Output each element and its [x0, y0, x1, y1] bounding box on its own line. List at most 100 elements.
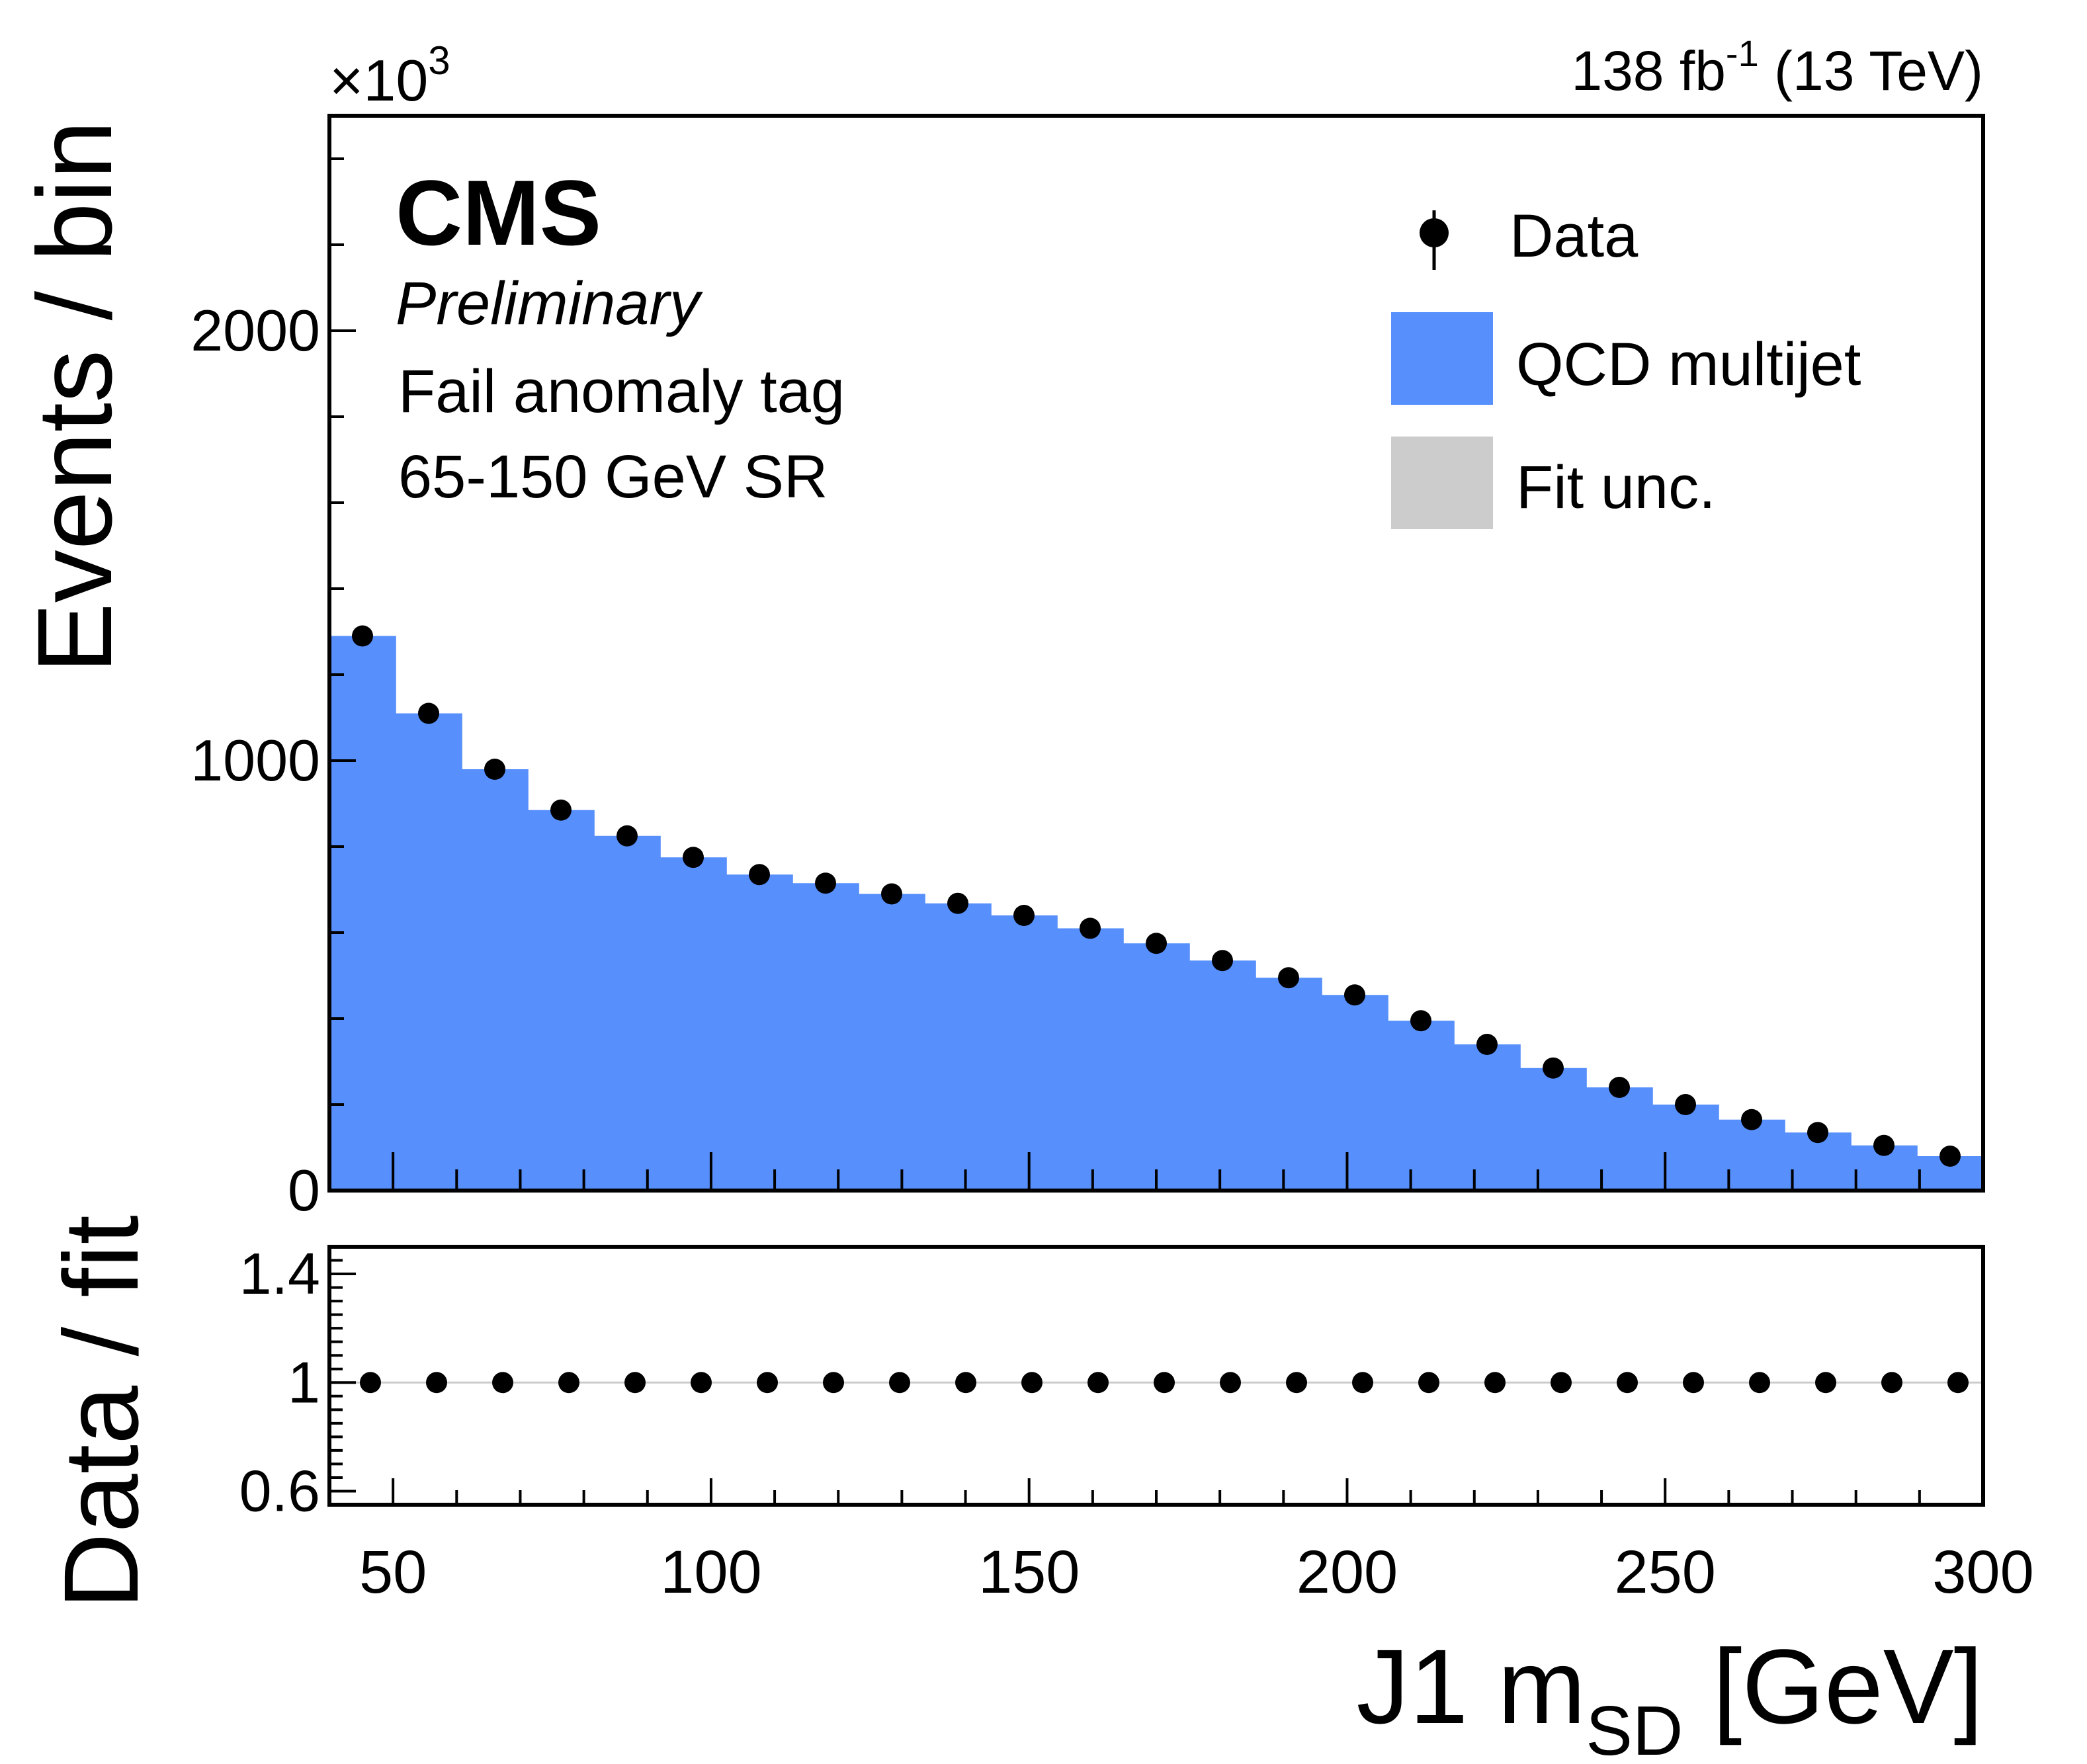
data-point: [1873, 1134, 1895, 1156]
qcd-bar: [1388, 1021, 1455, 1191]
ratio-point: [1087, 1372, 1109, 1394]
data-point: [1675, 1094, 1696, 1115]
qcd-bar: [1454, 1044, 1521, 1191]
y-exponent-label: ×103: [329, 38, 450, 113]
data-point: [683, 847, 704, 868]
data-point: [617, 825, 638, 847]
x-axis-title: J1 mSD [GeV]: [1357, 1627, 1984, 1764]
data-point: [1013, 905, 1035, 926]
data-point: [749, 864, 770, 886]
data-point: [1543, 1057, 1564, 1079]
selection-label: Fail anomaly tag: [398, 358, 845, 425]
qcd-bar: [859, 894, 925, 1191]
x-tick-label: 200: [1297, 1538, 1398, 1606]
data-point: [881, 883, 902, 905]
main-axes: 0 1000 2000: [191, 157, 1984, 1223]
legend-qcd-label: QCD multijet: [1516, 331, 1861, 398]
qcd-bar: [1189, 960, 1256, 1191]
ratio-point: [1683, 1372, 1704, 1394]
ratio-point: [757, 1372, 778, 1394]
y-axis-title-main: Events / bin: [15, 120, 134, 673]
data-point: [550, 799, 572, 821]
ratio-point: [1617, 1372, 1638, 1394]
data-point: [1146, 933, 1167, 954]
qcd-bar: [1057, 928, 1124, 1191]
qcd-bar: [726, 874, 793, 1191]
x-tick-label: 300: [1932, 1538, 2034, 1606]
ratio-point: [889, 1372, 910, 1394]
qcd-bar: [462, 769, 529, 1191]
qcd-bar: [594, 835, 661, 1191]
qcd-bar: [1256, 978, 1322, 1191]
data-point: [1741, 1109, 1762, 1130]
y-tick-label: 2000: [191, 298, 320, 363]
ratio-point: [1220, 1372, 1241, 1394]
ratio-point: [426, 1372, 447, 1394]
experiment-label: CMS: [396, 161, 601, 265]
ratio-point: [1286, 1372, 1307, 1394]
data-point: [1212, 950, 1233, 972]
ratio-point: [558, 1372, 579, 1394]
y-tick-label: 0: [288, 1157, 320, 1223]
data-point: [815, 872, 836, 894]
ratio-point: [1484, 1372, 1506, 1394]
ratio-panel: 0.6 1 1.4 50 100 150 200 250 300: [239, 1241, 2034, 1606]
data-point: [947, 892, 968, 914]
qcd-bar: [528, 810, 595, 1191]
legend-qcd-swatch: [1391, 312, 1493, 405]
data-point: [418, 702, 439, 724]
data-point: [1344, 984, 1365, 1006]
qcd-bar: [991, 915, 1058, 1191]
qcd-bar: [1123, 943, 1190, 1191]
data-point: [352, 625, 373, 647]
ratio-y-tick-label: 1.4: [239, 1241, 320, 1306]
ratio-point: [955, 1372, 976, 1394]
qcd-bar: [660, 857, 727, 1191]
main-panel: 0 1000 2000: [191, 114, 1985, 1223]
qcd-bar: [792, 883, 859, 1191]
ratio-point: [1418, 1372, 1439, 1394]
x-tick-label: 100: [660, 1538, 762, 1606]
y-tick-label: 1000: [191, 728, 320, 793]
ratio-y-tick-label: 1: [288, 1349, 320, 1415]
legend-unc-swatch: [1391, 437, 1493, 529]
region-label: 65-150 GeV SR: [398, 443, 828, 511]
ratio-point: [1947, 1372, 1969, 1394]
data-points: [352, 625, 1961, 1167]
legend: Data QCD multijet Fit unc.: [1391, 202, 1861, 529]
data-point: [1410, 1010, 1431, 1032]
ratio-point: [624, 1372, 646, 1394]
ratio-point: [1749, 1372, 1770, 1394]
ratio-point: [1352, 1372, 1373, 1394]
qcd-bar: [1652, 1105, 1719, 1191]
data-point: [1476, 1034, 1498, 1055]
y-axis-title-ratio: Data / fit: [42, 1215, 160, 1609]
data-point: [484, 759, 505, 780]
ratio-point: [360, 1372, 381, 1394]
ratio-point: [691, 1372, 712, 1394]
ratio-point: [1881, 1372, 1902, 1394]
ratio-points: [360, 1372, 1969, 1394]
data-point: [1609, 1077, 1630, 1098]
ratio-point: [1154, 1372, 1175, 1394]
luminosity-label: 138 fb-1 (13 TeV): [1571, 32, 1983, 102]
main-frame: [327, 114, 1985, 1193]
qcd-bar: [1322, 995, 1388, 1191]
data-point: [1939, 1146, 1961, 1167]
x-tick-label: 150: [978, 1538, 1080, 1606]
x-tick-label: 250: [1614, 1538, 1716, 1606]
data-point: [1278, 967, 1299, 989]
ratio-point: [1021, 1372, 1043, 1394]
qcd-bar: [329, 636, 396, 1191]
ratio-point: [492, 1372, 513, 1394]
ratio-point: [1815, 1372, 1836, 1394]
ratio-point: [823, 1372, 844, 1394]
ratio-y-tick-label: 0.6: [239, 1458, 320, 1523]
data-point: [1080, 917, 1101, 939]
ratio-axes: 0.6 1 1.4 50 100 150 200 250 300: [239, 1241, 2034, 1606]
legend-data-label: Data: [1510, 202, 1639, 270]
ratio-point: [1551, 1372, 1572, 1394]
qcd-bar: [396, 713, 462, 1191]
legend-data-marker: [1420, 218, 1449, 247]
